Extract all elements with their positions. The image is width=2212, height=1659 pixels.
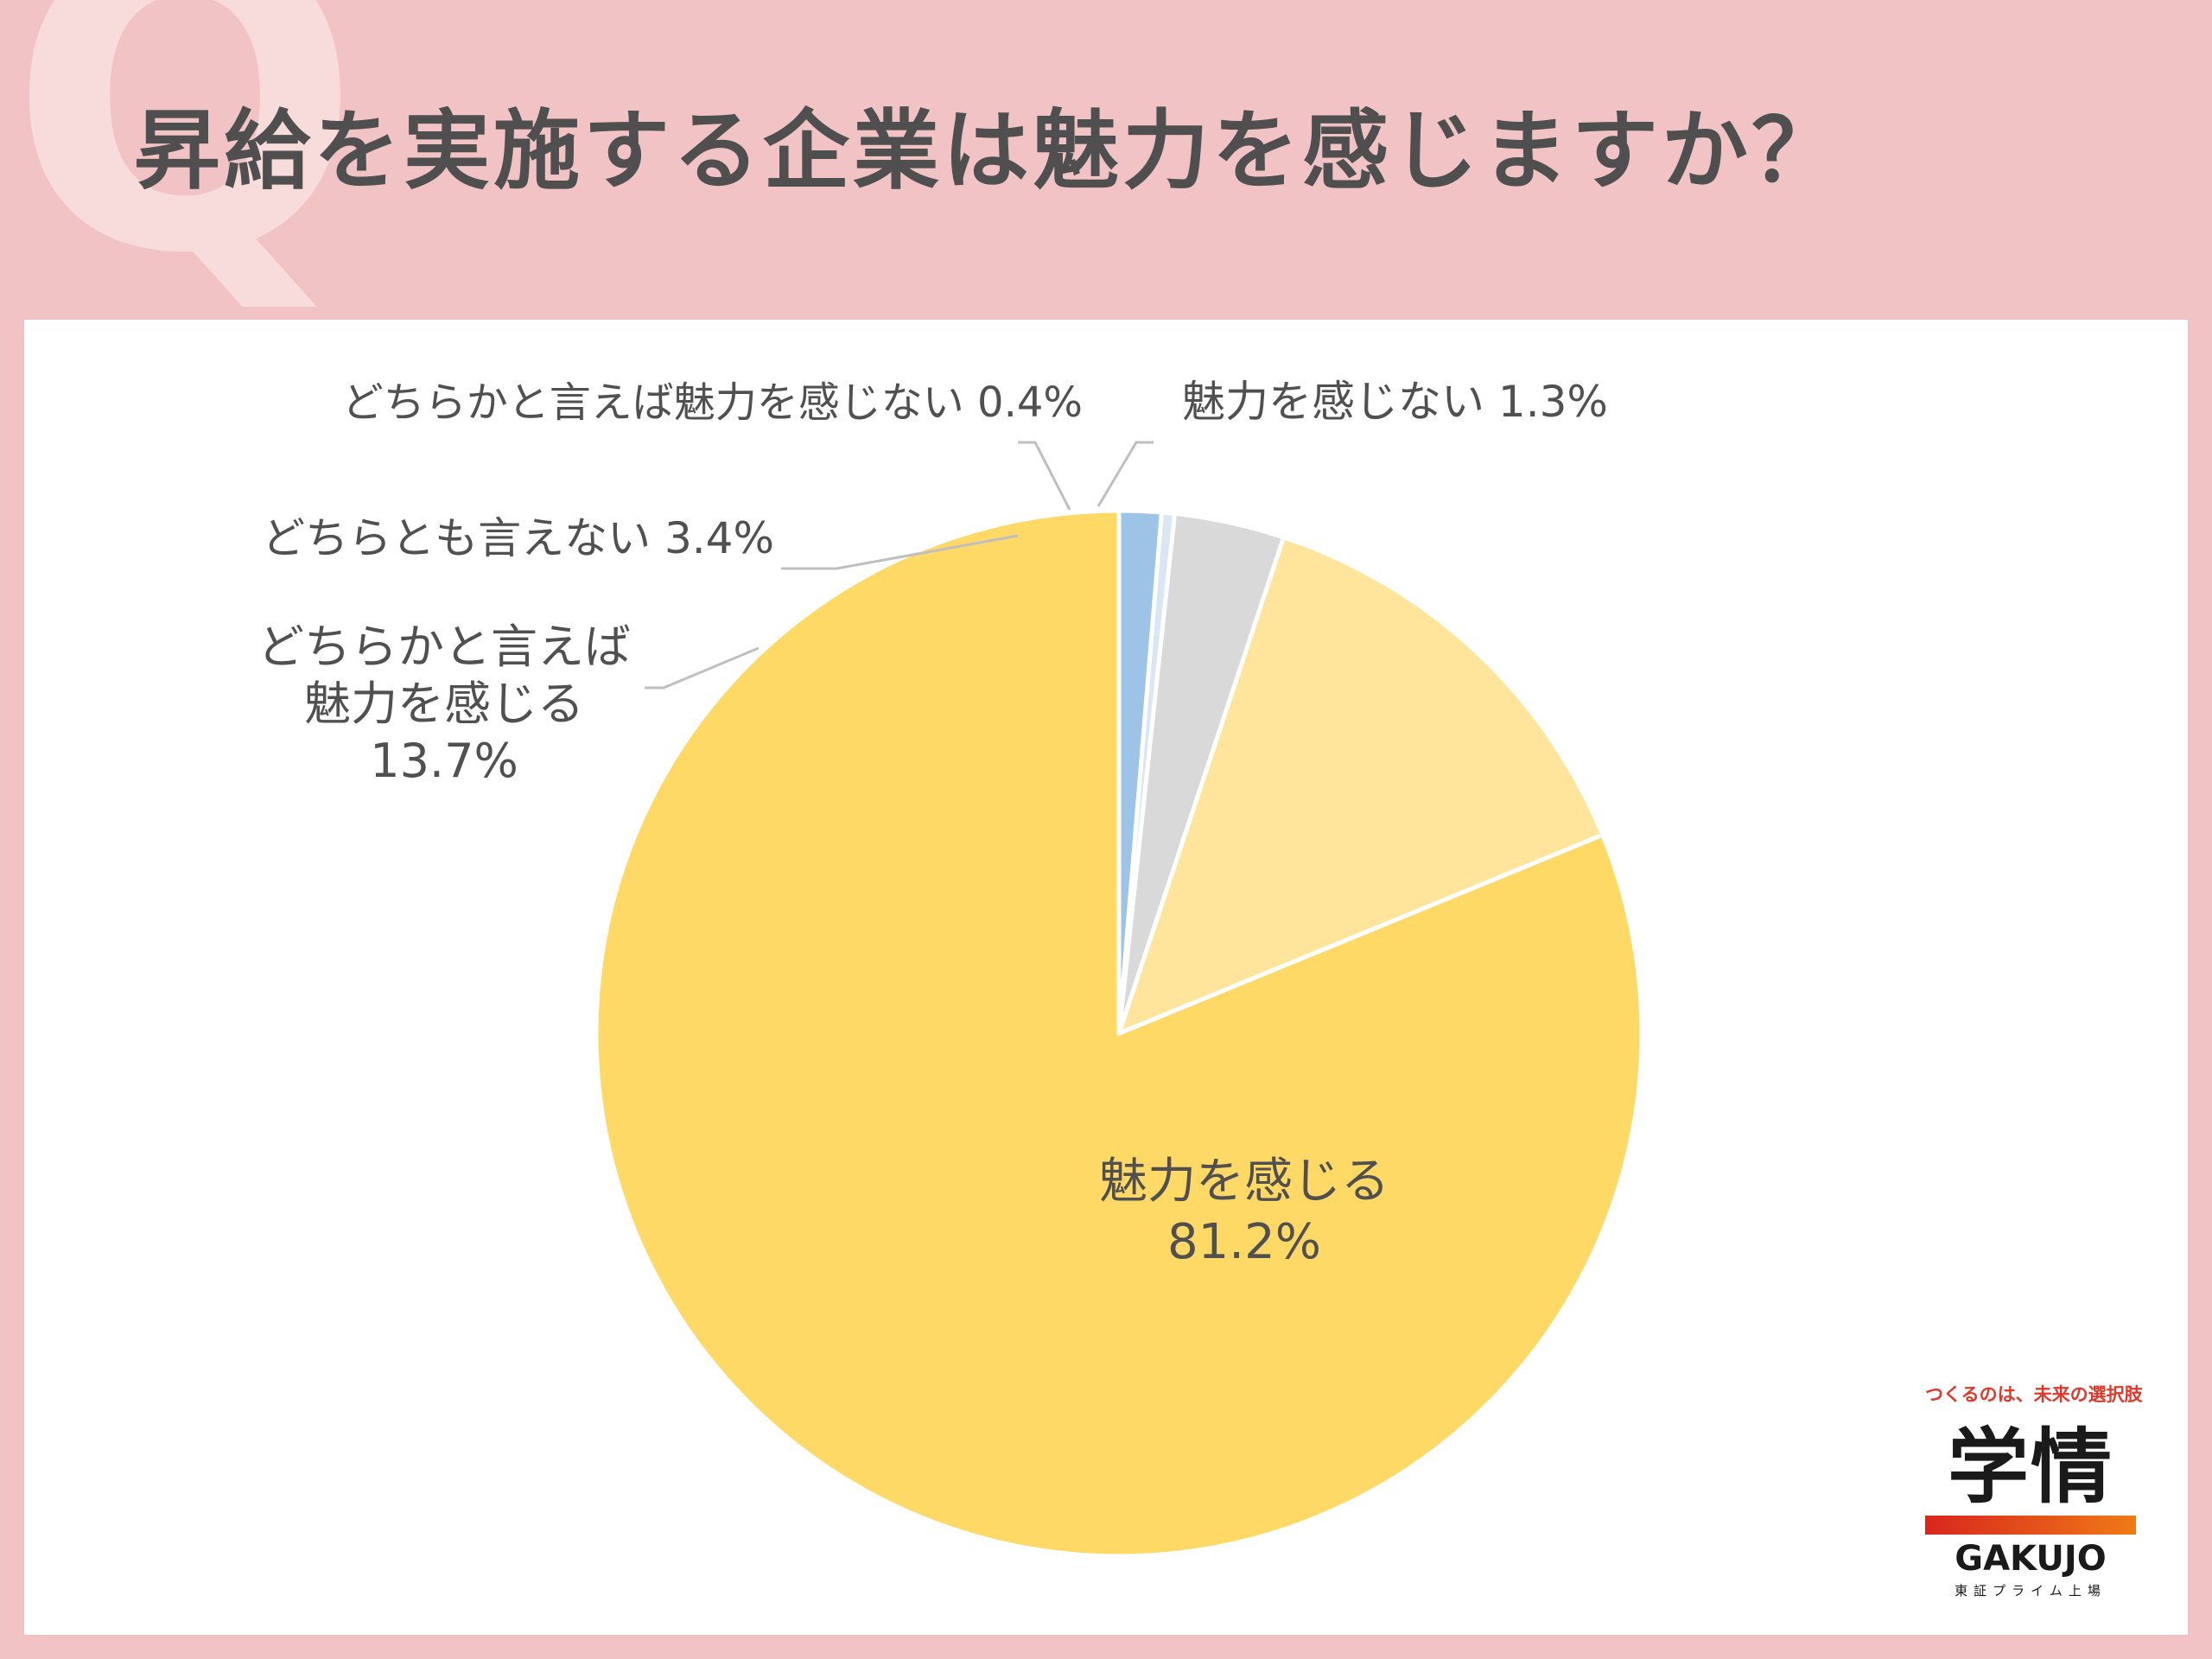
brand-name: GAKUJO [1955, 1539, 2107, 1579]
slice-label-s1-line1: どちらかと言えば [257, 620, 631, 674]
slice-labels: 魅力を感じる 81.2% どちらかと言えば 魅力を感じる 13.7% どちらとも… [257, 377, 1608, 1270]
leader-lines [645, 441, 1154, 690]
leader-line-s4 [1096, 441, 1154, 507]
pie-slices [594, 508, 1644, 1559]
slice-label-s0-value: 81.2% [1167, 1214, 1321, 1270]
slice-label-s0-name: 魅力を感じる [1099, 1154, 1389, 1210]
q-mark-decoration: Q [9, 0, 362, 345]
slice-label-s1-value: 13.7% [370, 734, 518, 788]
leader-line-s1 [645, 646, 760, 690]
leader-line-s2 [781, 534, 1019, 570]
page-title: 昇給を実施する企業は魅力を感じますか？ [134, 100, 1841, 201]
brand-gradient-bar [1925, 1516, 2136, 1535]
slice-label-s2: どちらとも言えない 3.4% [262, 513, 774, 563]
slice-label-s4: 魅力を感じない 1.3% [1182, 377, 1608, 427]
slice-label-s3: どちらかと言えば魅力を感じない 0.4% [342, 378, 1083, 427]
brand-listing: 東証プライム上場 [1955, 1583, 2107, 1599]
pie-slice-1 [1116, 535, 1605, 1036]
chart-panel: 魅力を感じる 81.2% どちらかと言えば 魅力を感じる 13.7% どちらとも… [24, 320, 2188, 1635]
pie-slice-4 [1116, 508, 1164, 1036]
brand-logo-block: つくるのは、未来の選択肢 学情 GAKUJO 東証プライム上場 [1925, 1381, 2143, 1599]
brand-tagline: つくるのは、未来の選択肢 [1925, 1384, 2143, 1405]
slice-label-s1-line2: 魅力を感じる [304, 677, 584, 731]
pie-chart: 魅力を感じる 81.2% どちらかと言えば 魅力を感じる 13.7% どちらとも… [257, 377, 1644, 1559]
brand-logo-kanji: 学情 [1947, 1421, 2113, 1515]
leader-line-s3 [1018, 441, 1071, 511]
